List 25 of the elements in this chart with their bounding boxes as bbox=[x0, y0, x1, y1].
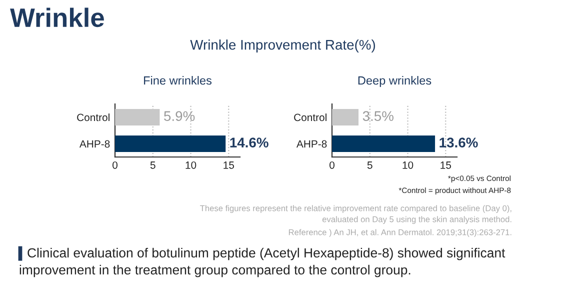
data-label: 5.9% bbox=[164, 111, 195, 121]
data-label: 3.5% bbox=[362, 111, 394, 121]
x-tick-label: 15 bbox=[224, 162, 234, 169]
x-tick-label: 0 bbox=[112, 161, 118, 169]
text: improvement in the treatment group compared to the control group. bbox=[20, 264, 410, 278]
text: evaluated on Day 5 using the skin analysis method. bbox=[322, 216, 512, 224]
chart-title: Fine wrinkles bbox=[144, 76, 212, 85]
y-tick-label: Control bbox=[77, 113, 110, 122]
text: Wrinkle Improvement Rate(%) bbox=[190, 40, 376, 52]
y-tick-label: AHP-8 bbox=[296, 140, 327, 148]
y-tick-label: Control bbox=[294, 113, 326, 122]
x-tick-label: 0 bbox=[330, 161, 334, 169]
x-tick-label: 15 bbox=[440, 162, 451, 169]
chart-title: Deep wrinkles bbox=[358, 76, 432, 88]
text: Clinical evaluation of botulinum peptide (Acetyl Hexapeptide-8) showed significant bbox=[28, 248, 506, 260]
text: These figures represent the relative improvement rate compared to baseline (Day 0), bbox=[200, 205, 512, 213]
x-tick-label: 10 bbox=[186, 161, 196, 169]
data-label: 14.6% bbox=[230, 138, 268, 148]
x-tick-label: 10 bbox=[402, 161, 414, 169]
x-tick-label: 5 bbox=[367, 162, 372, 169]
text: Reference ) An JH, et al. Ann Dermatol. 2019;31(3):263-271. bbox=[288, 229, 512, 237]
y-tick-label: AHP-8 bbox=[79, 140, 110, 148]
data-label: 13.6% bbox=[440, 138, 478, 148]
text: Wrinkle bbox=[10, 8, 104, 28]
x-tick-label: 5 bbox=[150, 162, 156, 169]
